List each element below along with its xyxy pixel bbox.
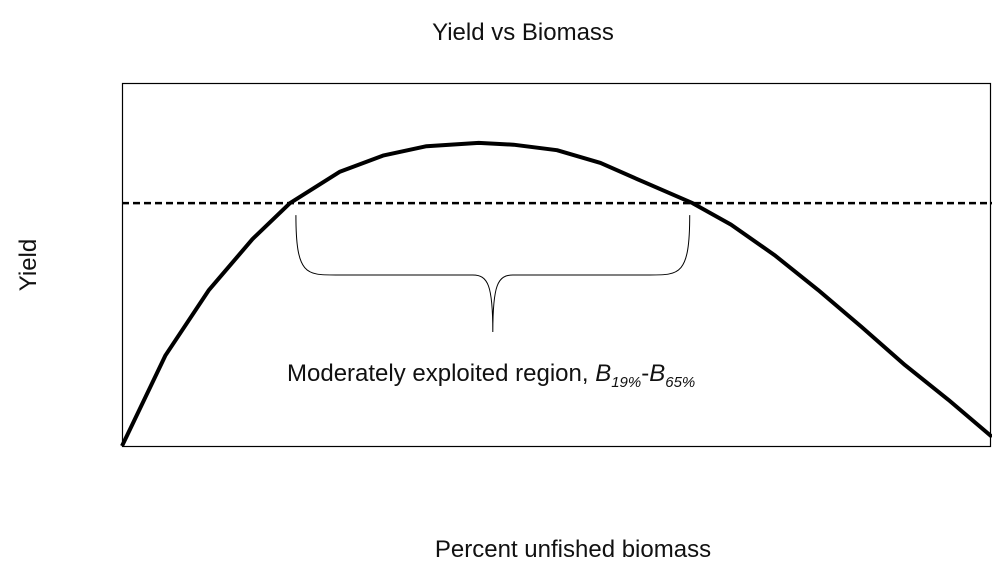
x-axis-label: Percent unfished biomass xyxy=(435,536,711,563)
region-label-text: Moderately exploited region, xyxy=(287,360,595,387)
region-label-sub: 65% xyxy=(665,374,695,391)
yield-curve xyxy=(120,140,992,447)
plot-frame xyxy=(121,82,992,448)
region-brace xyxy=(295,215,691,333)
region-label-sub: 19% xyxy=(611,374,641,391)
region-label-dash: - xyxy=(641,360,649,387)
region-label: Moderately exploited region, B19%-B65% xyxy=(287,360,695,391)
chart-title: Yield vs Biomass xyxy=(432,19,614,46)
y-axis-label: Yield xyxy=(15,239,42,291)
region-label-b: B xyxy=(649,360,665,387)
region-label-b: B xyxy=(595,360,611,387)
